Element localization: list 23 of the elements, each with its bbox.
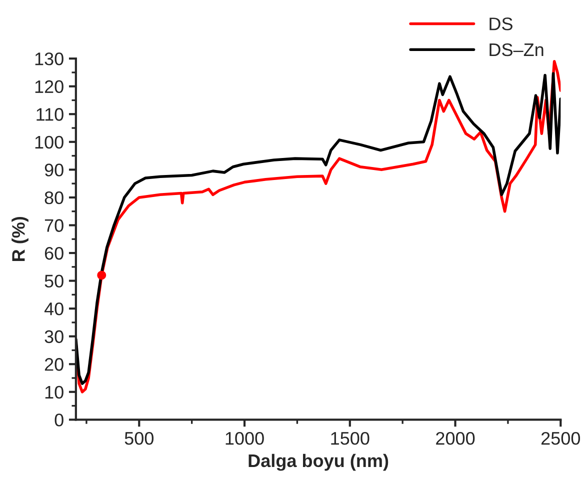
legend-label: DS–Zn [490, 43, 544, 56]
y-tick-label: 40 [44, 302, 64, 316]
y-tick-label: 80 [44, 191, 64, 204]
y-tick-label: 10 [45, 386, 64, 399]
y-tick-label: 100 [35, 136, 64, 149]
y-tick-label: 30 [44, 330, 64, 344]
y-tick-label: 90 [44, 164, 64, 176]
y-tick-label: 20 [44, 358, 64, 371]
y-tick-label: 120 [35, 80, 64, 94]
y-tick-label: 130 [35, 52, 64, 66]
y-tick-label: 110 [36, 108, 64, 121]
x-tick-label: 1500 [331, 432, 370, 445]
x-tick-label: 1000 [226, 432, 264, 445]
x-tick-label: 2000 [436, 432, 475, 445]
x-tick-label: 2500 [541, 432, 580, 445]
x-tick-label: 500 [124, 432, 154, 445]
y-tick-label: 70 [44, 219, 64, 232]
x-axis-title: Dalga boyu (nm) [248, 454, 388, 471]
y-tick-label: 60 [44, 246, 64, 260]
y-axis-title: R (%) [12, 216, 28, 261]
y-tick-label: 0 [54, 414, 64, 426]
legend-label: DS [490, 18, 512, 30]
y-tick-label: 50 [44, 274, 64, 288]
